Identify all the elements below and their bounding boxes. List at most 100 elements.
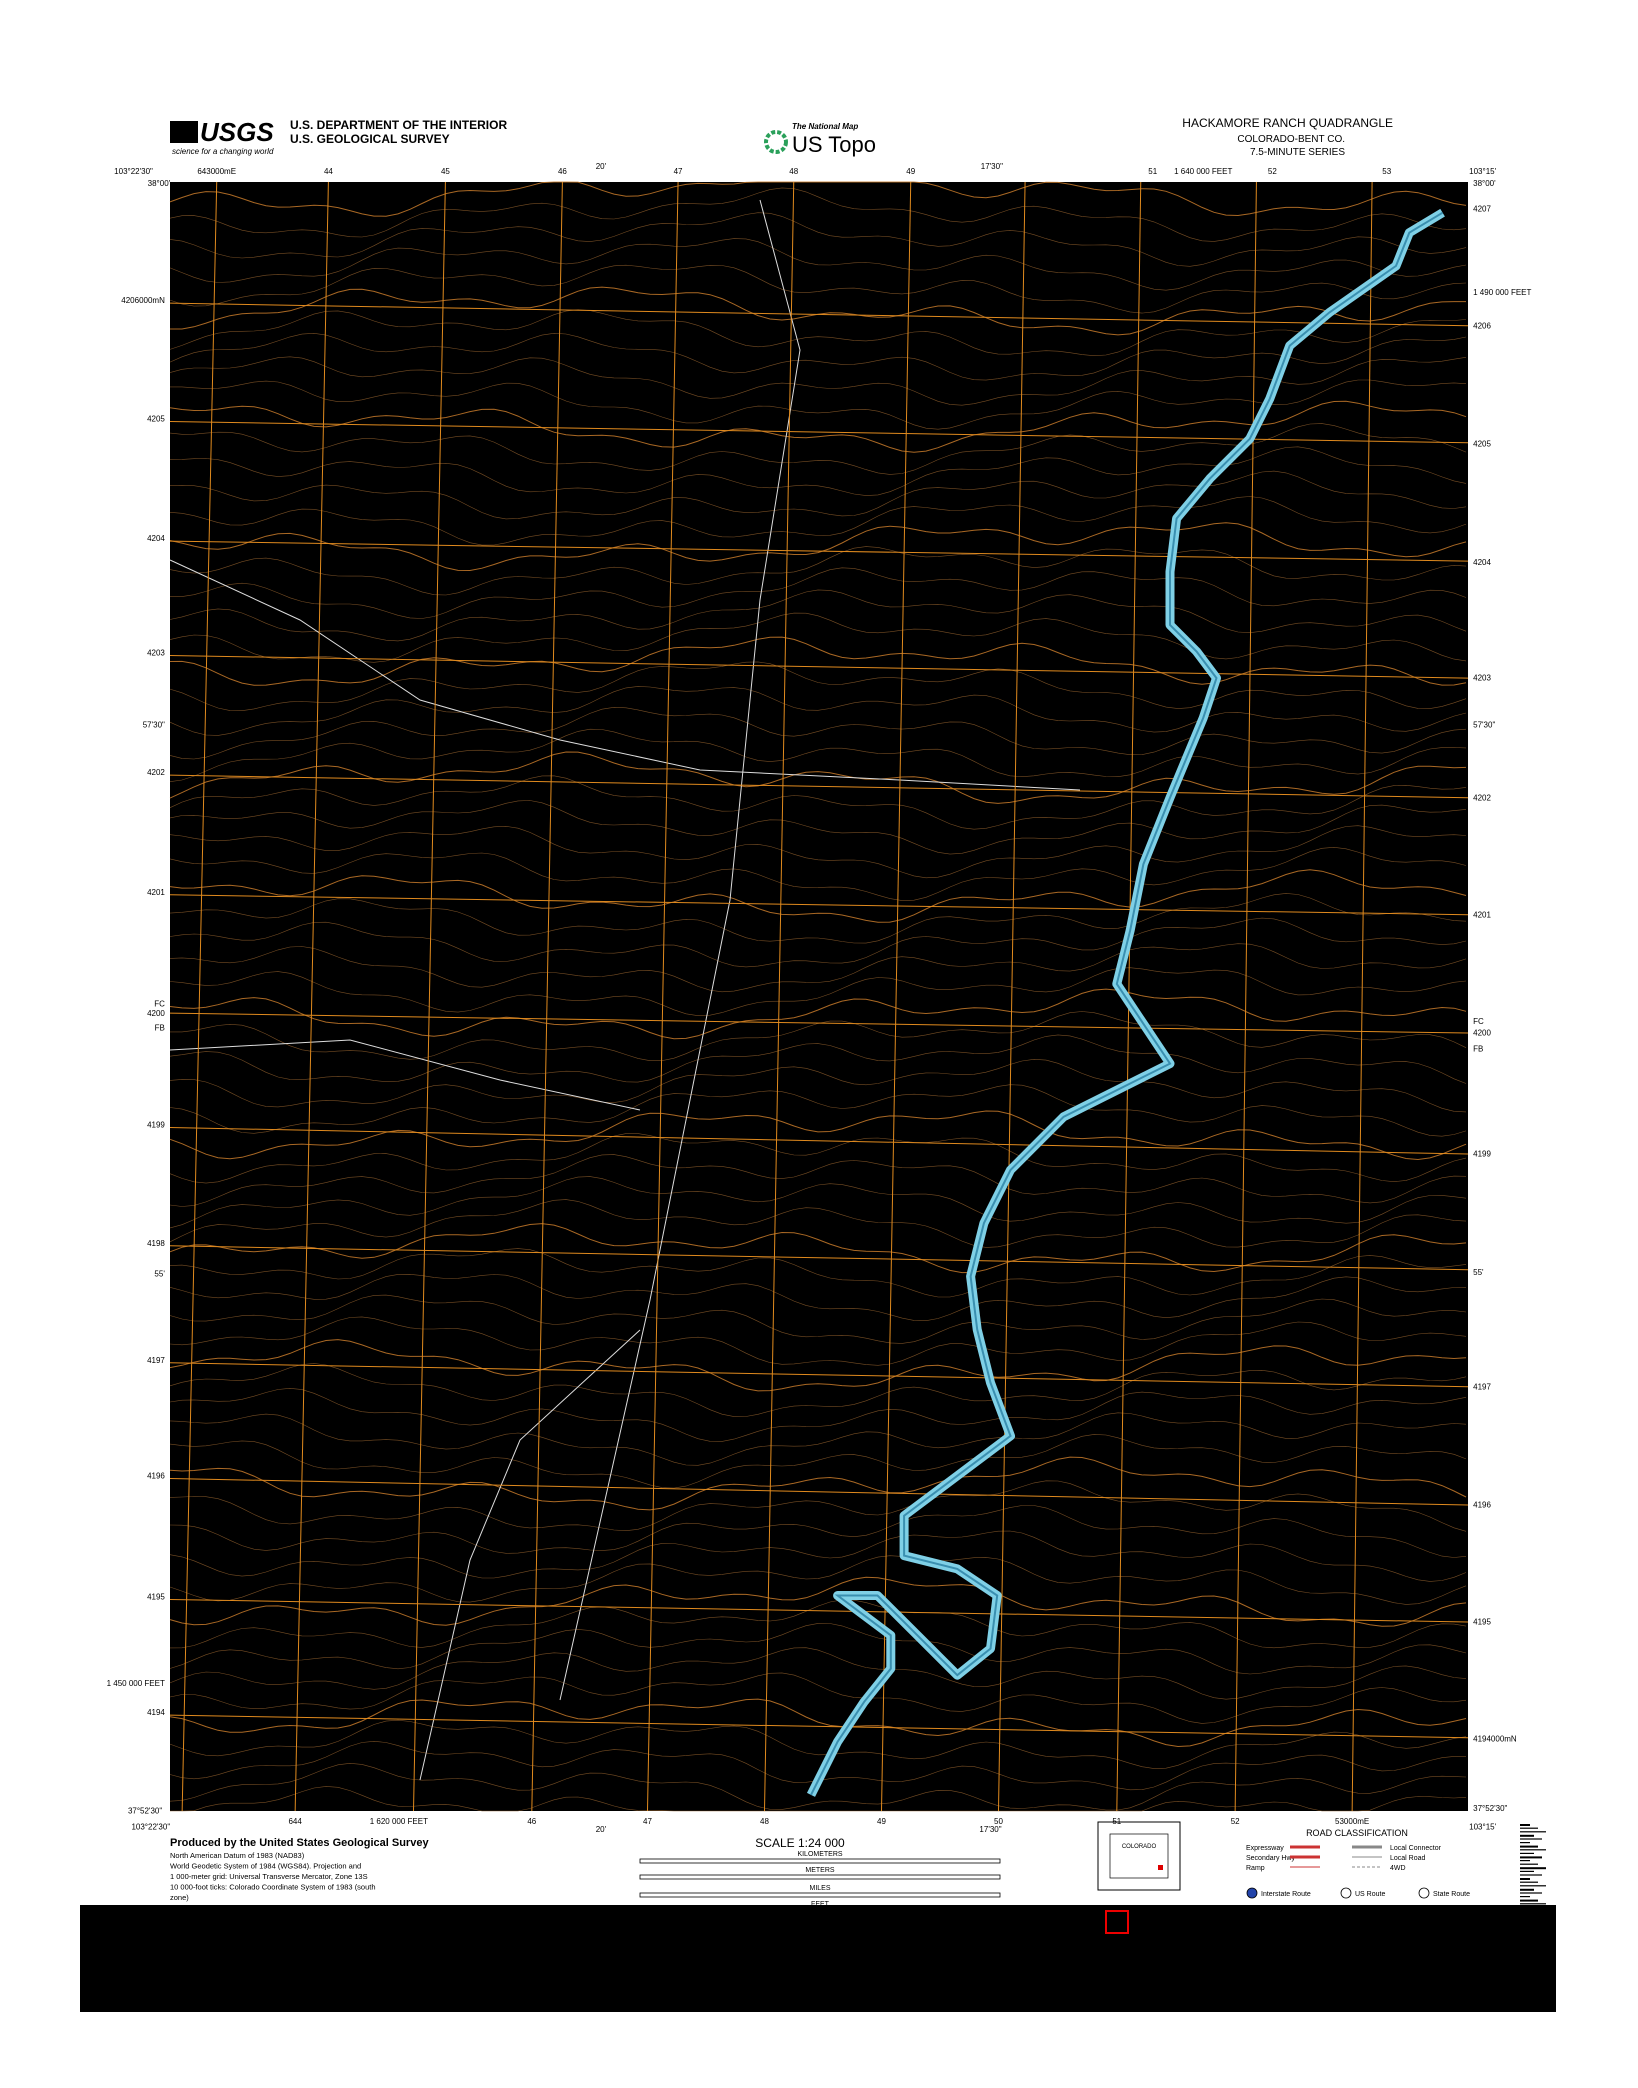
contour [169,1339,1467,1392]
contours [169,181,1467,1812]
agency: U.S. DEPARTMENT OF THE INTERIOR [290,118,507,132]
grid-line [169,540,1469,562]
scale-unit: KILOMETERS [797,1851,842,1858]
bar-stripe [1520,1845,1538,1848]
contour [169,356,1467,406]
river-center [810,211,1444,1796]
contour [169,1762,1467,1811]
coord-label: 50 [994,1817,1003,1826]
contour [169,238,1467,291]
route-sym [1340,1887,1352,1899]
contour [169,967,1467,1017]
contour [169,1084,1467,1137]
scale-unit: METERS [805,1867,835,1874]
note: North American Datum of 1983 (NAD83) [170,1851,305,1860]
contour [169,1505,1467,1558]
bar-stripe [1520,1867,1546,1870]
bar-stripe [1520,1838,1542,1840]
contour [169,1133,1467,1184]
grid-line [169,1126,1469,1155]
coord-label: 4199 [147,1120,165,1129]
coord-label: 4194 [147,1708,165,1717]
coord-label: 20' [596,1825,607,1834]
bar-stripe [1520,1824,1530,1826]
bar-stripe [1520,1892,1542,1894]
bar-stripe [1520,1885,1546,1887]
scale-bar [639,1892,1001,1898]
coord-label: 4196 [1473,1501,1491,1510]
contour [169,800,1467,855]
coord-label: 4201 [1473,910,1491,919]
coord-label: 47 [674,167,683,176]
road-name: 4WD [1390,1865,1406,1872]
bar-stripe [1520,1878,1530,1880]
grid-line [169,1245,1469,1271]
coord-label: 1 490 000 FEET [1473,288,1531,297]
contour [169,1480,1467,1532]
scale-bar [639,1874,1001,1880]
contour [169,751,1467,804]
coord-label: 4202 [147,768,165,777]
contour [169,1199,1467,1248]
state-name: COLORADO [1122,1844,1157,1850]
produced-by: Produced by the United States Geological… [170,1837,429,1849]
contour [169,589,1467,642]
grid-line [181,181,218,1812]
contour [169,1456,1467,1511]
topo-logo-mark [764,130,788,154]
coord-label: 4199 [1473,1150,1491,1159]
bar-stripe [1520,1903,1546,1905]
road-name: Secondary Hwy [1246,1855,1296,1862]
contour [169,187,1467,242]
contour [169,775,1467,830]
contour [169,893,1467,944]
contour [169,1176,1467,1229]
bar-stripe [1520,1899,1538,1902]
coord-label: 55' [1473,1268,1484,1277]
coord-label: 4202 [1473,793,1491,802]
contour [169,706,1467,760]
coord-label: 45 [441,167,450,176]
grid-line [880,181,912,1812]
contour [169,446,1467,496]
coord-label: 4203 [147,648,165,657]
contour [169,1599,1467,1649]
contour [169,1672,1467,1724]
contour [169,686,1467,736]
grid-line [646,181,679,1812]
coord-label: 55' [154,1269,165,1278]
note: zone) [170,1893,189,1902]
coord-label: 4204 [147,534,165,543]
usgs-tagline: science for a changing world [172,147,274,156]
coord-label: 17'30" [979,1825,1001,1834]
quad-county: COLORADO-BENT CO. [1237,134,1345,145]
bar-stripe [1520,1881,1538,1883]
coord-label: 644 [288,1817,302,1826]
coord-label: 4201 [147,888,165,897]
contour [169,1223,1467,1274]
coord-label: 51 [1112,1817,1121,1826]
scale-unit: FEET [811,1901,830,1908]
route-name: State Route [1433,1891,1470,1898]
quad-series: 7.5-MINUTE SERIES [1250,147,1345,158]
contour [169,1647,1467,1700]
grid [169,181,1469,1812]
coord-label: 38°00' [148,179,171,188]
grid-line [169,1362,1469,1388]
contour [169,546,1467,596]
coord-label: 48 [760,1817,769,1826]
stream [419,1329,641,1781]
coord-label: 53 [1382,167,1391,176]
contour [169,212,1467,267]
contour [169,1530,1467,1582]
grid-line [1234,181,1257,1812]
state-outline [1109,1833,1169,1879]
close-box[interactable] [1105,1910,1129,1934]
scale-bar [639,1858,1001,1864]
coord-label: 4195 [1473,1618,1491,1627]
contour [169,846,1467,901]
coord-label: 53000mE [1335,1817,1369,1826]
coord-label: FB [155,1023,165,1032]
bar-stripe [1520,1827,1538,1829]
